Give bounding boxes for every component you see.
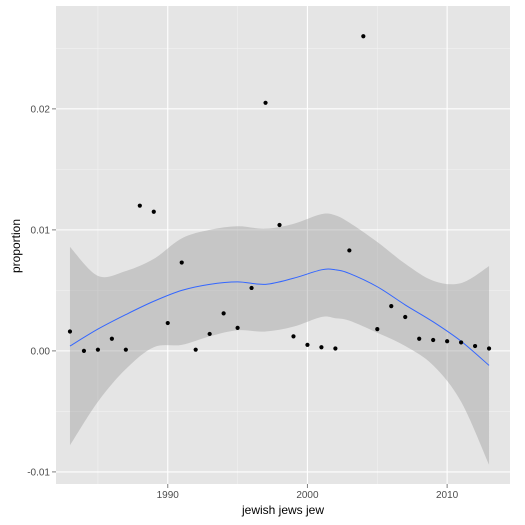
- data-point: [403, 314, 408, 320]
- data-point: [486, 346, 492, 351]
- x-tick-label: 2000: [296, 490, 319, 501]
- data-point: [347, 248, 352, 253]
- data-point: [67, 329, 73, 334]
- data-point: [81, 348, 87, 353]
- data-point: [431, 337, 436, 343]
- data-point: [459, 340, 464, 345]
- data-point: [249, 285, 254, 291]
- data-point: [417, 336, 422, 341]
- data-point: [375, 327, 380, 332]
- y-axis: -0.01 0.00 0.01 0.02: [27, 104, 56, 478]
- data-point: [193, 347, 198, 352]
- minor-grid-lines: [56, 6, 510, 484]
- data-point: [123, 347, 128, 352]
- x-axis: 1990 2000 2010: [157, 484, 459, 501]
- smooth-line: [69, 268, 490, 366]
- data-point: [389, 304, 394, 309]
- data-point: [221, 311, 226, 316]
- data-point: [263, 100, 268, 105]
- data-point: [235, 325, 240, 330]
- data-point: [472, 343, 478, 349]
- x-tick-label: 2010: [436, 490, 459, 501]
- data-point: [137, 203, 142, 208]
- data-point: [291, 334, 296, 339]
- confidence-band: [69, 213, 490, 465]
- data-point: [333, 346, 338, 351]
- data-point: [165, 320, 170, 326]
- major-grid-lines: [56, 6, 510, 484]
- data-point: [319, 345, 324, 350]
- y-tick-label: 0.00: [31, 346, 51, 357]
- y-tick-label: 0.01: [31, 225, 51, 236]
- data-points: [67, 34, 492, 353]
- panel-background: [56, 6, 510, 484]
- x-tick-label: 1990: [157, 490, 180, 501]
- y-axis-title: proportion: [9, 219, 23, 273]
- data-point: [207, 331, 212, 337]
- y-tick-label: -0.01: [27, 467, 50, 478]
- data-point: [361, 34, 366, 39]
- data-point: [109, 336, 114, 341]
- data-point: [305, 342, 310, 347]
- data-point: [151, 209, 156, 214]
- data-point: [277, 222, 282, 228]
- data-point: [179, 260, 184, 265]
- x-axis-title: jewish jews jew: [241, 503, 324, 517]
- data-point: [445, 339, 450, 344]
- data-point: [95, 347, 101, 352]
- y-tick-label: 0.02: [31, 104, 51, 115]
